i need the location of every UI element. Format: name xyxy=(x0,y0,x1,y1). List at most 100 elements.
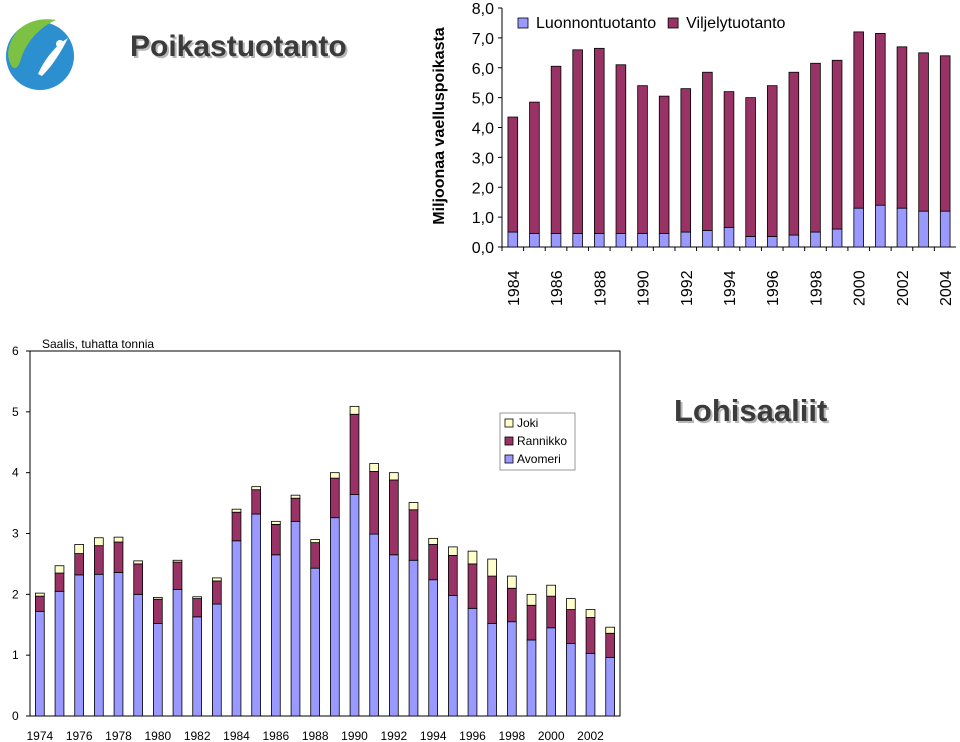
bar-joki-1975 xyxy=(54,565,65,574)
bar-viljelytuotanto-1984 xyxy=(507,116,519,233)
x-tick-label: 1994 xyxy=(722,270,739,306)
bar-joki-1989 xyxy=(330,472,340,479)
x-tick-label: 1986 xyxy=(262,729,289,742)
x-tick-label: 1998 xyxy=(808,270,825,306)
bar-avomeri-1979 xyxy=(133,593,143,717)
bar-luonnontuotanto-1985 xyxy=(529,233,540,248)
y-tick-label: 5 xyxy=(12,405,19,419)
y-tick-label: 5,0 xyxy=(472,91,494,108)
bar-luonnontuotanto-1996 xyxy=(766,236,778,248)
bar-viljelytuotanto-1985 xyxy=(529,101,540,234)
legend-swatch xyxy=(517,17,529,29)
x-tick-label: 1992 xyxy=(380,729,407,742)
page-title-poikastuotanto: Poikastuotanto xyxy=(130,30,347,63)
bar-avomeri-2000 xyxy=(546,627,556,717)
bar-luonnontuotanto-2003 xyxy=(918,210,929,248)
bar-viljelytuotanto-2001 xyxy=(875,32,886,206)
bar-joki-1984 xyxy=(231,508,242,513)
fish-logo-icon xyxy=(6,19,74,90)
bar-luonnontuotanto-1987 xyxy=(572,233,583,248)
bar-viljelytuotanto-1986 xyxy=(550,65,562,234)
bar-avomeri-1975 xyxy=(54,590,65,717)
bar-joki-1980 xyxy=(153,596,163,600)
bar-rannikko-1981 xyxy=(172,561,183,590)
bar-joki-1983 xyxy=(212,577,222,582)
x-tick-label: 1978 xyxy=(105,729,132,742)
bar-luonnontuotanto-1994 xyxy=(723,227,735,248)
bar-rannikko-1975 xyxy=(54,572,65,592)
y-tick-label: 1,0 xyxy=(472,210,494,227)
bar-rannikko-2002 xyxy=(585,617,596,654)
x-tick-label: 1984 xyxy=(506,270,523,306)
y-tick-label: 2 xyxy=(12,587,19,601)
bar-rannikko-1974 xyxy=(35,595,45,612)
bar-viljelytuotanto-2004 xyxy=(939,55,951,212)
bar-joki-1982 xyxy=(192,596,202,599)
x-tick-label: 2000 xyxy=(852,270,869,306)
legend-swatch xyxy=(504,418,514,428)
bar-rannikko-1990 xyxy=(349,413,360,495)
bar-viljelytuotanto-1987 xyxy=(572,49,583,234)
x-tick-label: 1994 xyxy=(420,729,447,742)
y-tick-label: 3,0 xyxy=(472,150,494,167)
bar-joki-1994 xyxy=(428,537,438,545)
x-tick-label: 2002 xyxy=(895,270,912,306)
bar-rannikko-1978 xyxy=(113,541,124,573)
bar-rannikko-1997 xyxy=(487,575,497,624)
bar-rannikko-1977 xyxy=(94,545,104,575)
bar-viljelytuotanto-1995 xyxy=(745,97,756,237)
bar-luonnontuotanto-1999 xyxy=(831,228,843,248)
bar-avomeri-1981 xyxy=(172,589,183,717)
bar-joki-1976 xyxy=(74,544,84,554)
x-tick-label: 2004 xyxy=(938,270,955,306)
bar-rannikko-1992 xyxy=(389,479,399,556)
bar-avomeri-1986 xyxy=(271,554,281,717)
bar-joki-1991 xyxy=(369,463,379,472)
y-tick-label: 0,0 xyxy=(472,240,494,257)
bar-avomeri-1985 xyxy=(251,513,261,717)
bar-viljelytuotanto-1997 xyxy=(788,71,800,236)
bar-rannikko-1991 xyxy=(369,471,379,535)
bar-avomeri-1995 xyxy=(448,595,458,717)
bar-avomeri-1992 xyxy=(389,554,399,717)
legend-swatch xyxy=(504,454,514,464)
bar-rannikko-1987 xyxy=(290,497,301,522)
bar-viljelytuotanto-1991 xyxy=(658,95,670,234)
y-tick-label: 2,0 xyxy=(472,180,494,197)
x-tick-label: 1986 xyxy=(549,270,566,306)
bar-joki-2001 xyxy=(566,598,576,610)
bar-avomeri-1976 xyxy=(74,574,84,717)
bar-avomeri-1996 xyxy=(467,607,478,717)
bar-avomeri-1982 xyxy=(192,616,202,717)
bar-rannikko-1993 xyxy=(408,509,419,561)
bar-viljelytuotanto-1996 xyxy=(766,85,778,237)
bar-luonnontuotanto-1992 xyxy=(680,231,692,248)
bar-rannikko-2001 xyxy=(566,609,576,645)
bar-avomeri-2003 xyxy=(605,657,615,717)
bar-joki-1978 xyxy=(113,536,124,543)
bar-joki-1999 xyxy=(526,593,537,606)
bar-viljelytuotanto-1990 xyxy=(637,85,648,234)
bar-luonnontuotanto-1991 xyxy=(658,233,670,248)
y-tick-label: 4 xyxy=(12,466,19,480)
bar-luonnontuotanto-1984 xyxy=(507,231,519,248)
bar-rannikko-1989 xyxy=(330,477,340,519)
bar-viljelytuotanto-2002 xyxy=(896,46,908,209)
y-tick-label: 4,0 xyxy=(472,121,494,138)
bar-joki-1993 xyxy=(408,502,419,511)
legend-label: Avomeri xyxy=(517,452,561,466)
y-tick-label: 0 xyxy=(12,709,19,723)
salmon-catch-chart: 0 1 2 3 4 5 6 Saalis, tuhatta tonnia 1974 1976 197… xyxy=(12,337,621,742)
bar-joki-1992 xyxy=(389,472,399,481)
bar-joki-1974 xyxy=(35,592,45,597)
x-tick-label: 1990 xyxy=(341,729,368,742)
bar-viljelytuotanto-2000 xyxy=(853,31,864,209)
bar-avomeri-1993 xyxy=(408,559,419,717)
bar-joki-2002 xyxy=(585,609,596,618)
bar-luonnontuotanto-1986 xyxy=(550,233,562,248)
legend-label: Joki xyxy=(517,416,538,430)
legend-swatch xyxy=(504,436,514,446)
bar-avomeri-1974 xyxy=(35,610,45,717)
bar-rannikko-1984 xyxy=(231,511,242,542)
bar-rannikko-1995 xyxy=(448,554,458,596)
